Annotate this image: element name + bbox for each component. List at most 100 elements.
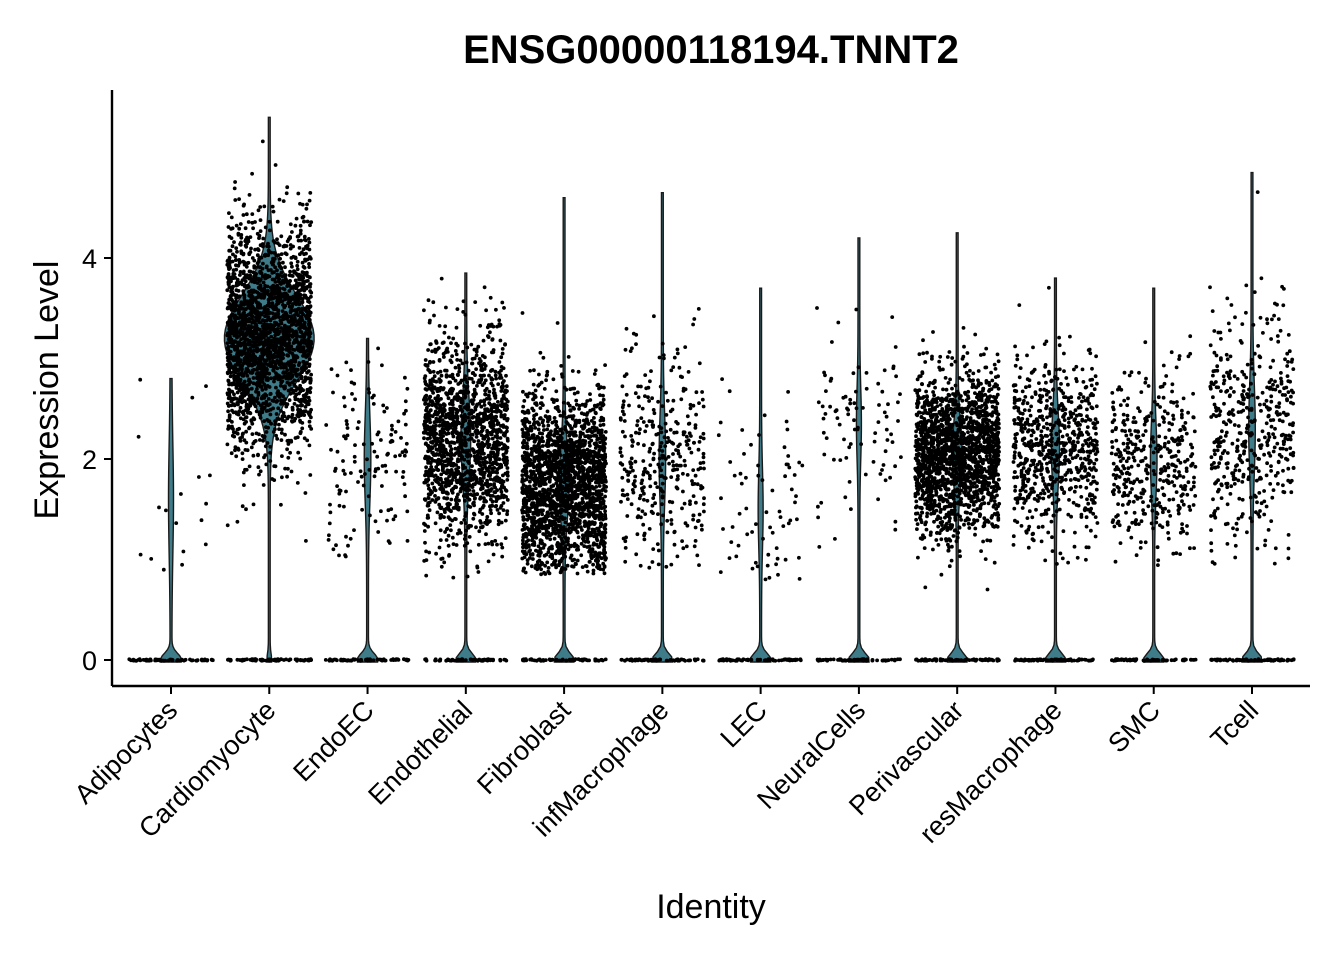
data-point [501, 393, 506, 398]
data-point [422, 308, 426, 313]
data-point [307, 362, 312, 367]
data-point [431, 300, 436, 305]
data-point [263, 392, 268, 397]
data-point [487, 414, 492, 419]
data-point [268, 343, 273, 348]
data-point [253, 320, 257, 324]
data-point [455, 531, 460, 536]
data-point [428, 461, 433, 466]
data-point [230, 389, 235, 394]
data-point [157, 505, 161, 510]
data-point [537, 372, 541, 377]
data-point [493, 461, 498, 466]
data-point [245, 448, 250, 453]
data-point [373, 519, 378, 524]
data-point [245, 299, 250, 304]
data-point [449, 497, 454, 502]
data-point [447, 380, 452, 385]
data-point [288, 236, 292, 240]
data-point [499, 355, 504, 360]
data-point [241, 330, 245, 335]
data-point [263, 444, 268, 449]
zero-point [340, 658, 345, 663]
data-point [476, 431, 481, 435]
x-axis-title: Identity [656, 888, 766, 926]
data-point [485, 439, 490, 444]
data-point [279, 234, 284, 239]
data-point [271, 368, 276, 373]
data-point [273, 419, 277, 424]
data-point [438, 528, 443, 533]
data-point [428, 408, 433, 413]
data-point [465, 345, 470, 350]
data-point [233, 445, 238, 449]
data-point [271, 239, 276, 243]
data-point [268, 364, 273, 368]
data-point [254, 300, 259, 304]
data-point [344, 360, 349, 365]
data-point [307, 240, 312, 245]
data-point [234, 340, 238, 344]
data-point [274, 285, 278, 290]
data-point [297, 302, 302, 307]
data-point [251, 288, 256, 293]
data-point [544, 373, 549, 378]
data-point [444, 463, 449, 468]
data-point [307, 419, 312, 424]
data-point [295, 397, 300, 402]
data-point [477, 529, 482, 534]
data-point [345, 433, 350, 438]
data-point [442, 355, 446, 359]
data-point [435, 510, 440, 515]
data-point [304, 206, 309, 211]
data-point [246, 350, 250, 355]
data-point [455, 398, 460, 402]
data-point [305, 353, 310, 358]
data-point [279, 409, 283, 413]
data-point [292, 313, 297, 317]
data-point [296, 191, 301, 196]
data-point [478, 418, 482, 423]
data-point [482, 403, 487, 407]
data-point [236, 323, 241, 328]
data-point [264, 399, 269, 404]
data-point [463, 341, 467, 346]
data-point [307, 342, 312, 347]
data-point [428, 432, 433, 437]
data-point [431, 391, 435, 395]
data-point [307, 311, 312, 315]
data-point [263, 453, 268, 457]
data-point [433, 444, 437, 448]
data-point [267, 402, 272, 407]
zero-point [253, 657, 258, 662]
data-point [445, 457, 450, 461]
data-point [264, 430, 269, 434]
data-point [246, 363, 251, 368]
zero-point [272, 657, 277, 662]
data-point [307, 326, 312, 331]
data-point [297, 277, 301, 282]
data-point [495, 508, 500, 512]
data-point [443, 447, 448, 452]
data-point [225, 371, 230, 376]
data-point [255, 265, 260, 269]
data-point [437, 445, 442, 450]
data-point [481, 436, 486, 441]
zero-point [228, 658, 233, 663]
data-point [425, 364, 430, 368]
data-point [495, 410, 499, 414]
data-point [470, 447, 475, 451]
data-point [274, 374, 278, 379]
data-point [226, 409, 231, 414]
data-point [287, 341, 291, 345]
data-point [241, 382, 246, 386]
data-point [260, 266, 265, 271]
data-point [355, 426, 360, 431]
data-point [456, 420, 461, 425]
data-point [452, 396, 457, 401]
data-point [283, 297, 287, 302]
data-point [276, 393, 280, 398]
data-point [302, 320, 307, 325]
data-point [293, 316, 297, 321]
data-point [264, 338, 268, 342]
